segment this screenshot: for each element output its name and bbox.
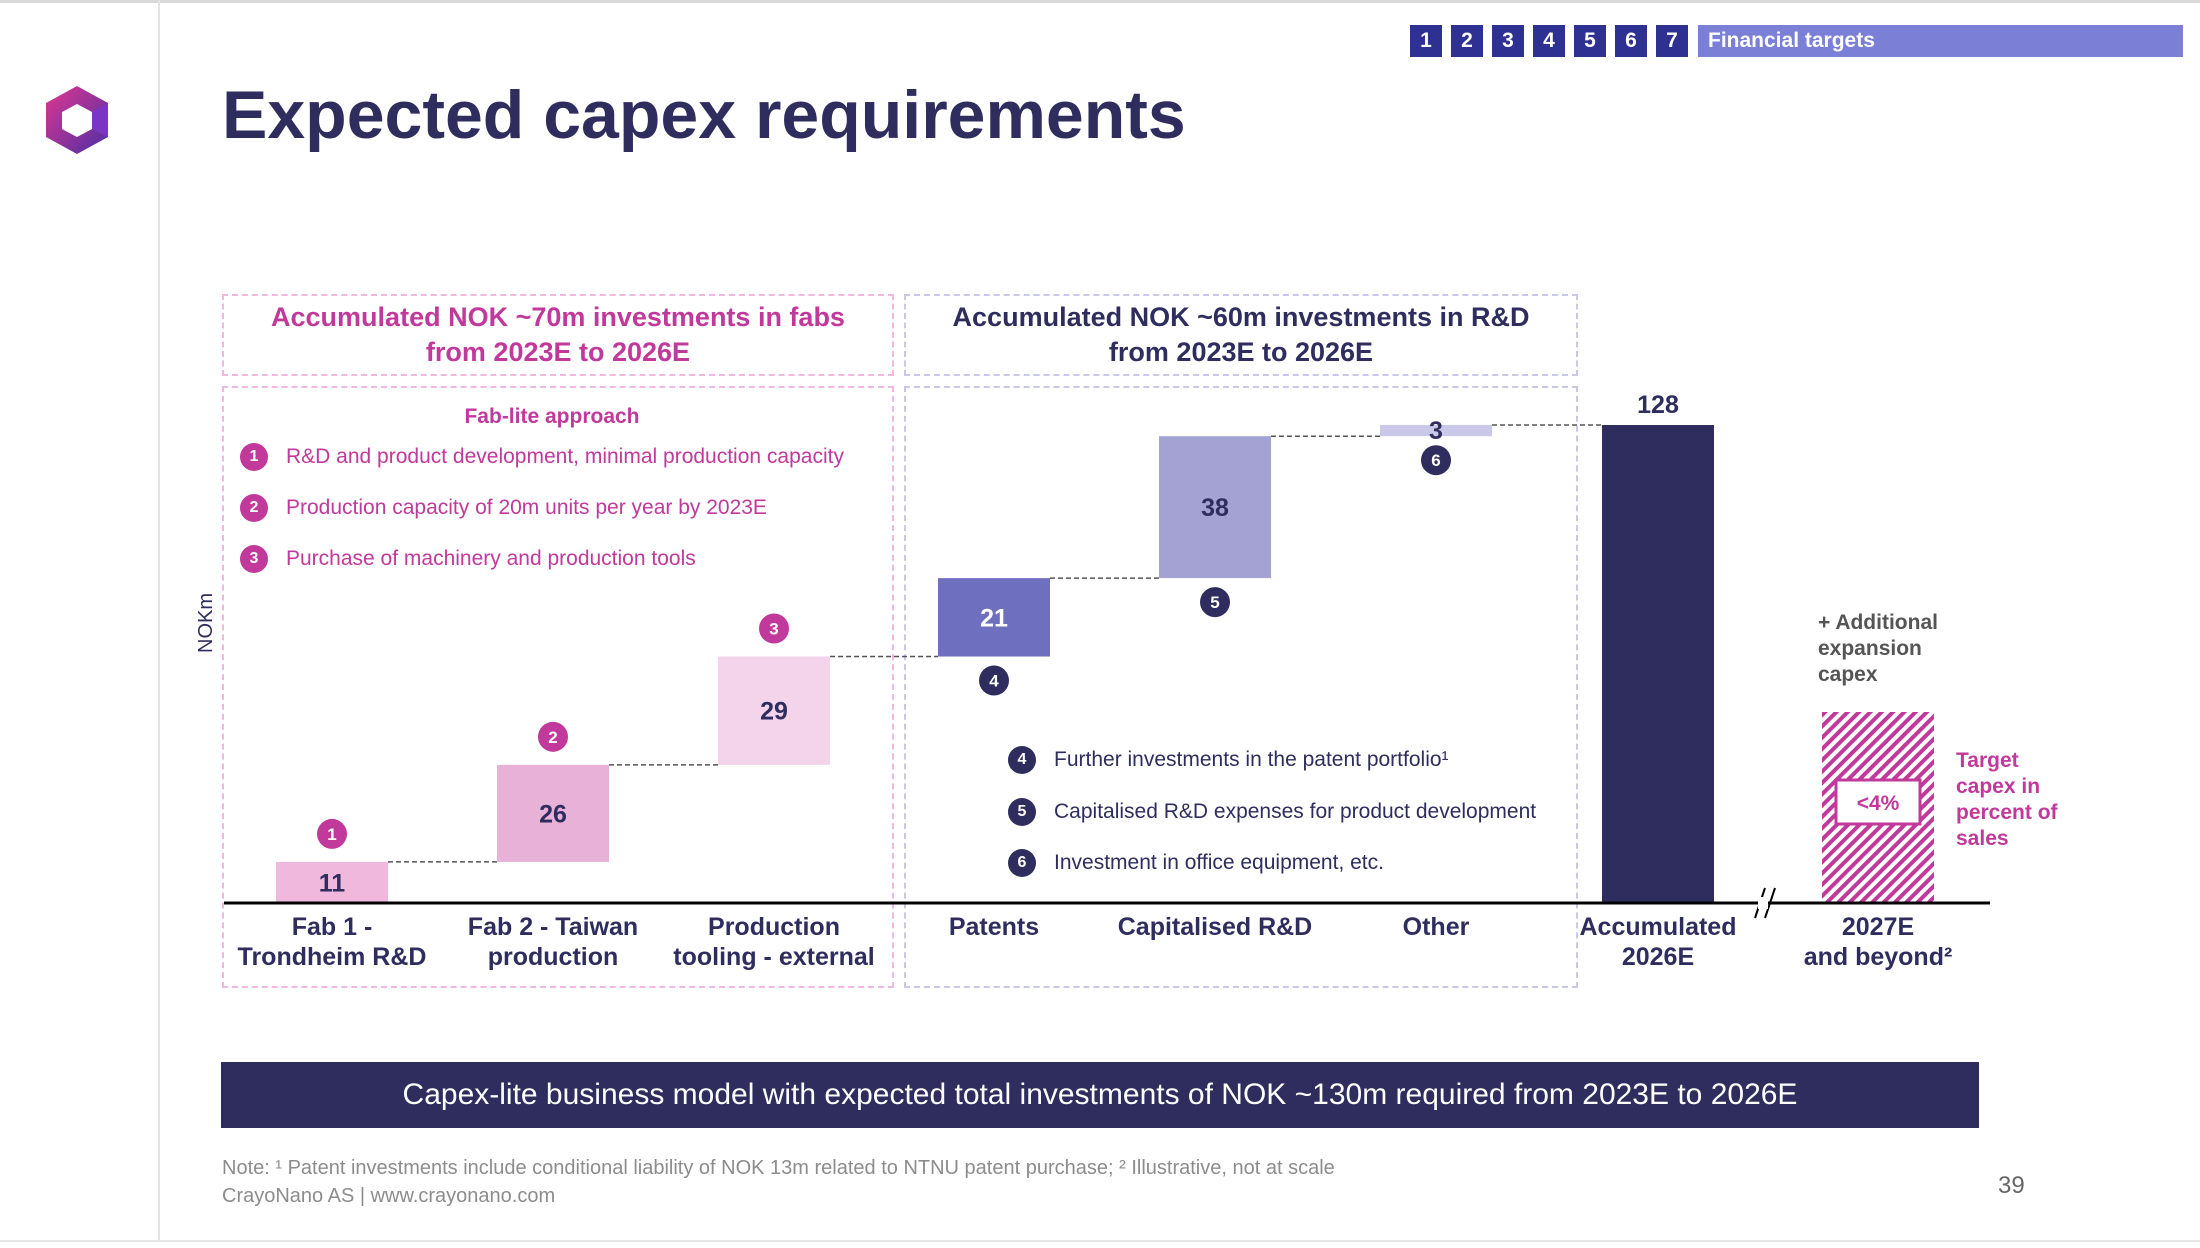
nav-section-1[interactable]: 1: [1410, 25, 1442, 57]
bottom-border: [0, 1240, 2200, 1242]
rd-item-text: Further investments in the patent portfo…: [1054, 748, 1449, 771]
section-navigation: 1 2 3 4 5 6 7 Financial targets: [1410, 25, 2183, 57]
x-tick-label: tooling - external: [673, 943, 874, 971]
top-border: [0, 0, 2200, 3]
rd-item-text: Capitalised R&D expenses for product dev…: [1054, 800, 1537, 823]
fabs-section-body: [222, 386, 894, 988]
marker-4-icon: 4: [1008, 746, 1036, 774]
x-tick-label: Accumulated: [1580, 913, 1737, 941]
marker-5-icon: [1200, 587, 1230, 618]
marker-6-icon: [1421, 445, 1451, 476]
marker-4-icon: [979, 665, 1009, 696]
footnote-note: Note: ¹ Patent investments include condi…: [222, 1157, 1335, 1179]
nav-section-6[interactable]: 6: [1615, 25, 1647, 57]
x-tick-label: Capitalised R&D: [1118, 913, 1312, 941]
bar-5: [1159, 436, 1271, 579]
fabs-header-line2: from 2023E to 2026E: [425, 337, 691, 367]
bar-3: [718, 656, 830, 765]
footnote: Note: ¹ Patent investments include condi…: [222, 1154, 1335, 1210]
marker-number: 6: [1431, 451, 1440, 470]
nav-section-4[interactable]: 4: [1533, 25, 1565, 57]
marker-1-icon: 1: [240, 443, 268, 471]
fabs-section-header: Accumulated NOK ~70m investments in fabs…: [222, 294, 894, 376]
bar-value-label: 21: [980, 604, 1008, 632]
nav-section-5[interactable]: 5: [1574, 25, 1606, 57]
bar-value-label: 38: [1201, 494, 1229, 522]
fab-lite-approach-title: Fab-lite approach: [464, 405, 640, 428]
bar-value-label: 26: [539, 800, 567, 828]
additional-capex-note: + Additional expansion capex: [1818, 611, 1938, 686]
x-tick-label: Production: [708, 913, 840, 941]
bar-value-label: 29: [760, 698, 788, 726]
fab-lite-item-3: 3 Purchase of machinery and production t…: [240, 545, 696, 573]
nav-current-section[interactable]: Financial targets: [1698, 25, 2183, 57]
rd-section-body: [904, 386, 1578, 988]
x-tick-label: 2027E: [1842, 913, 1914, 941]
marker-3-icon: [759, 613, 789, 644]
target-value-label: <4%: [1857, 792, 1900, 815]
marker-2-icon: [538, 721, 568, 752]
marker-6-icon: 6: [1008, 849, 1036, 877]
fab-lite-item-text: Production capacity of 20m units per yea…: [286, 496, 767, 519]
bar-value-label: 3: [1429, 417, 1443, 445]
fabs-header-line1: Accumulated NOK ~70m investments in fabs: [271, 302, 845, 332]
bar-7: [1602, 425, 1714, 903]
rd-item-6: 6 Investment in office equipment, etc.: [1008, 849, 1384, 877]
x-tick-label: and beyond²: [1804, 943, 1953, 971]
x-tick-label: Fab 2 - Taiwan: [468, 913, 638, 941]
nav-section-7[interactable]: 7: [1656, 25, 1688, 57]
y-axis-label: NOKm: [195, 593, 217, 653]
marker-number: 3: [769, 620, 778, 639]
marker-3-icon: 3: [240, 545, 268, 573]
nav-section-3[interactable]: 3: [1492, 25, 1524, 57]
bar-value-label: 11: [319, 869, 346, 897]
bar-1: [276, 861, 388, 903]
rd-item-4: 4 Further investments in the patent port…: [1008, 746, 1449, 774]
rd-section-header: Accumulated NOK ~60m investments in R&D …: [904, 294, 1578, 376]
x-tick-label: Trondheim R&D: [238, 943, 427, 971]
page-number: 39: [1998, 1172, 2025, 1199]
fab-lite-item-text: R&D and product development, minimal pro…: [286, 445, 844, 468]
target-value-box: [1834, 778, 1922, 826]
x-tick-label: Other: [1403, 913, 1470, 941]
nav-section-2[interactable]: 2: [1451, 25, 1483, 57]
marker-number: 5: [1210, 593, 1219, 612]
rd-header-line2: from 2023E to 2026E: [1108, 337, 1374, 367]
marker-1-icon: [317, 818, 347, 849]
rd-item-5: 5 Capitalised R&D expenses for product d…: [1008, 798, 1536, 826]
marker-5-icon: 5: [1008, 798, 1036, 826]
axis-break-gap: [1758, 897, 1768, 909]
left-margin-line: [158, 0, 160, 1240]
x-tick-label: 2026E: [1622, 943, 1694, 971]
fab-lite-item-text: Purchase of machinery and production too…: [286, 547, 696, 570]
bar-2: [497, 764, 609, 862]
slide-title: Expected capex requirements: [222, 77, 1186, 153]
summary-banner: Capex-lite business model with expected …: [221, 1062, 1979, 1128]
rd-header-line1: Accumulated NOK ~60m investments in R&D: [952, 302, 1530, 332]
rd-item-text: Investment in office equipment, etc.: [1054, 851, 1384, 874]
marker-number: 2: [548, 728, 557, 747]
bar-value-label: 128: [1637, 391, 1679, 419]
x-tick-label: production: [488, 943, 619, 971]
bar-4: [938, 578, 1050, 657]
target-capex-note: Target capex in percent of sales: [1956, 749, 2058, 850]
crayonano-logo-icon: [46, 86, 108, 154]
marker-2-icon: 2: [240, 494, 268, 522]
footnote-company: CrayoNano AS | www.crayonano.com: [222, 1185, 556, 1207]
x-tick-label: Patents: [949, 913, 1039, 941]
marker-number: 1: [327, 825, 336, 844]
bar-6: [1380, 425, 1492, 437]
fab-lite-item-2: 2 Production capacity of 20m units per y…: [240, 494, 767, 522]
x-tick-label: Fab 1 -: [292, 913, 373, 941]
marker-number: 4: [989, 672, 999, 691]
fab-lite-item-1: 1 R&D and product development, minimal p…: [240, 443, 844, 471]
axis-break-mark: [1764, 887, 1776, 919]
